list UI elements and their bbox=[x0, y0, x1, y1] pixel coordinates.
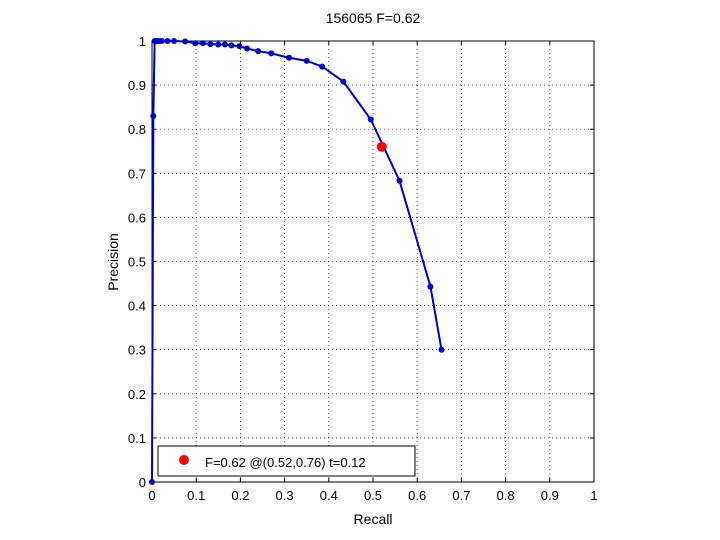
legend: F=0.62 @(0.52,0.76) t=0.12 bbox=[157, 445, 416, 477]
x-tick-label: 0.1 bbox=[187, 488, 205, 503]
pr-curve-point bbox=[192, 40, 199, 47]
x-tick-label: 0.5 bbox=[364, 488, 382, 503]
pr-curve-point bbox=[438, 346, 445, 353]
pr-curve-point bbox=[286, 54, 293, 61]
x-tick-label: 0 bbox=[148, 488, 155, 503]
x-tick-label: 0.6 bbox=[408, 488, 426, 503]
y-tick-label: 0.6 bbox=[128, 210, 146, 225]
x-tick-label: 0.9 bbox=[541, 488, 559, 503]
pr-curve-point bbox=[367, 116, 374, 123]
pr-curve-point bbox=[199, 40, 206, 47]
pr-curve-point bbox=[158, 38, 165, 44]
pr-curve-point bbox=[215, 41, 222, 48]
pr-curve-point bbox=[268, 50, 275, 57]
best-f-point bbox=[376, 141, 387, 152]
pr-curve-point bbox=[303, 57, 310, 64]
y-axis-label: Precision bbox=[105, 233, 121, 291]
y-tick-label: 0.2 bbox=[128, 387, 146, 402]
legend-label: F=0.62 @(0.52,0.76) t=0.12 bbox=[205, 455, 366, 470]
y-tick-label: 0.4 bbox=[128, 299, 146, 314]
pr-curve-point bbox=[319, 63, 326, 70]
series-group bbox=[149, 38, 445, 485]
x-tick-label: 1 bbox=[590, 488, 597, 503]
pr-curve-point bbox=[244, 45, 251, 52]
pr-curve-point bbox=[207, 41, 214, 48]
pr-curve-point bbox=[228, 42, 235, 49]
pr-curve-point bbox=[182, 38, 189, 45]
pr-curve-point bbox=[340, 78, 347, 85]
pr-curve-point bbox=[149, 479, 155, 485]
x-tick-label: 0.7 bbox=[452, 488, 470, 503]
y-tick-label: 1 bbox=[139, 34, 146, 49]
y-tick-label: 0.1 bbox=[128, 431, 146, 446]
pr-curve-point bbox=[164, 38, 171, 44]
pr-curve-point bbox=[255, 48, 262, 55]
y-tick-label: 0.9 bbox=[128, 78, 146, 93]
x-axis-label: Recall bbox=[354, 511, 393, 527]
pr-curve-point bbox=[236, 43, 243, 50]
pr-curve-point bbox=[150, 112, 157, 119]
pr-curve-point bbox=[427, 283, 434, 290]
y-tick-label: 0.8 bbox=[128, 122, 146, 137]
y-tick-label: 0.7 bbox=[128, 166, 146, 181]
legend-box bbox=[157, 445, 416, 477]
y-tick-label: 0.3 bbox=[128, 343, 146, 358]
grid-lines bbox=[152, 41, 594, 482]
x-tick-label: 0.8 bbox=[497, 488, 515, 503]
y-tick-label: 0 bbox=[139, 475, 146, 490]
pr-curve-point bbox=[171, 38, 178, 44]
x-tick-label: 0.3 bbox=[276, 488, 294, 503]
pr-curve-point bbox=[221, 41, 228, 48]
axis-ticks: 0 0.1 0.2 0.3 0.4 0.5 0.6 0.7 0.8 0.9 1 0 0.1 0.2 0.3 0… bbox=[128, 34, 598, 503]
pr-curve-point bbox=[396, 177, 403, 184]
chart-title: 156065 F=0.62 bbox=[326, 10, 421, 26]
x-tick-label: 0.2 bbox=[231, 488, 249, 503]
legend-marker bbox=[179, 455, 189, 465]
y-tick-label: 0.5 bbox=[128, 255, 146, 270]
x-tick-label: 0.4 bbox=[320, 488, 338, 503]
